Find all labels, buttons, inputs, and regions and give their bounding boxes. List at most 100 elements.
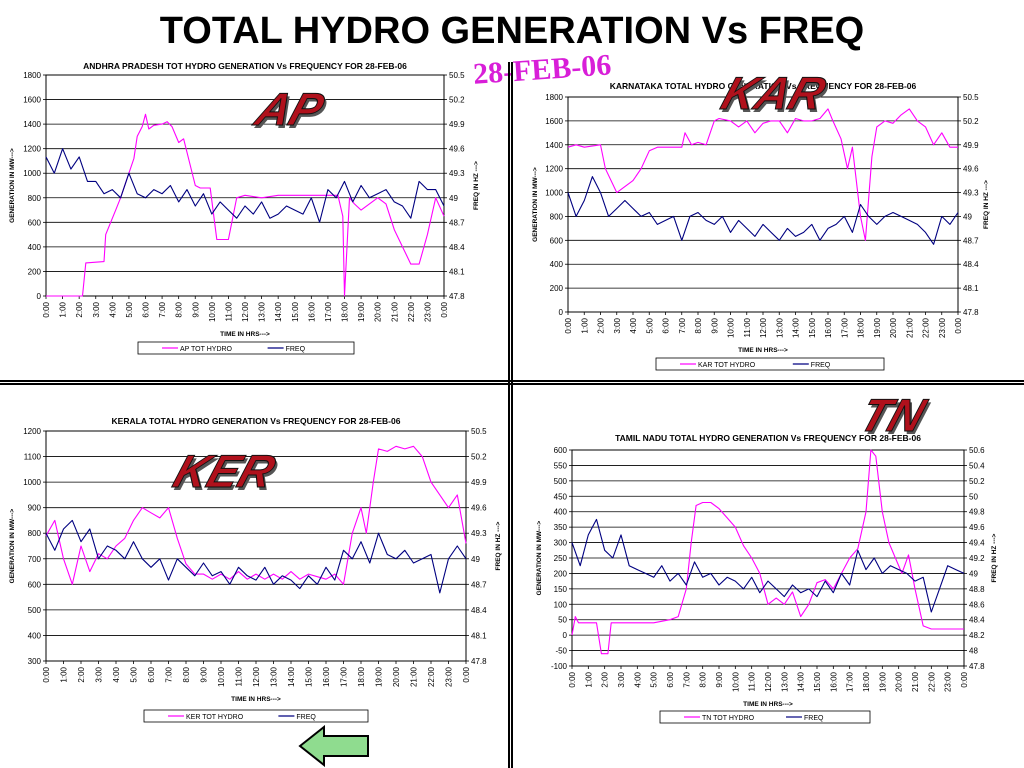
y-tick-label: 1000 <box>23 478 41 487</box>
y2-tick-label: 48.7 <box>963 236 979 245</box>
series-line-freq-kar <box>567 176 959 245</box>
legend-label-gen: AP TOT HYDRO <box>180 346 233 353</box>
y2-tick-label: 48.6 <box>969 600 985 609</box>
legend-ap: AP TOT HYDRO FREQ <box>137 341 355 355</box>
x-tick-label: 22:00 <box>407 301 416 322</box>
y2-tick-label: 50 <box>969 492 978 501</box>
x-tick-label: 21:00 <box>905 317 914 338</box>
y2-axis-title: FREQ IN HZ ---> <box>991 533 998 582</box>
chart-title-ker: KERALA TOTAL HYDRO GENERATION Vs FREQUEN… <box>112 416 401 426</box>
y-tick-label: 150 <box>554 585 568 594</box>
x-tick-label: 14:00 <box>287 666 296 687</box>
y2-tick-label: 50.2 <box>969 477 985 486</box>
x-tick-label: 19:00 <box>878 671 887 692</box>
y-tick-label: 500 <box>28 606 42 615</box>
x-tick-label: 10:00 <box>208 301 217 322</box>
chart-title-kar: KARNATAKA TOTAL HYDRO GENERATION Vs FREQ… <box>610 81 917 91</box>
y-tick-label: -100 <box>551 662 568 671</box>
series-line-gen-kar <box>567 108 958 241</box>
x-tick-label: 10:00 <box>731 671 740 692</box>
y2-tick-label: 47.8 <box>969 662 985 671</box>
x-tick-label: 19:00 <box>375 666 384 687</box>
y2-tick-label: 48.8 <box>969 585 985 594</box>
x-axis-title: TIME IN HRS---> <box>231 696 281 703</box>
x-tick-label: 11:00 <box>743 317 752 337</box>
series-line-gen-tn <box>571 449 964 655</box>
x-tick-label: 18:00 <box>357 666 366 687</box>
legend-label-gen: KAR TOT HYDRO <box>698 362 756 369</box>
legend-ker: KER TOT HYDRO FREQ <box>143 709 369 723</box>
x-tick-label: 21:00 <box>390 301 399 322</box>
y2-tick-label: 48.4 <box>449 243 465 252</box>
x-tick-label: 15:00 <box>808 317 817 338</box>
y2-tick-label: 48.4 <box>963 260 979 269</box>
y-tick-label: 1200 <box>23 145 41 154</box>
x-tick-label: 18:00 <box>862 671 871 692</box>
x-tick-label: 5:00 <box>645 317 654 333</box>
y-tick-label: 300 <box>28 657 42 666</box>
legend-label-freq: FREQ <box>296 714 316 721</box>
x-tick-label: 22:00 <box>927 671 936 692</box>
y2-tick-label: 50.2 <box>471 453 487 462</box>
chart-ker: KERALA TOTAL HYDRO GENERATION Vs FREQUEN… <box>9 416 502 723</box>
legend-kar: KAR TOT HYDRO FREQ <box>655 357 885 371</box>
y2-tick-label: 50.5 <box>449 71 465 80</box>
series-line-gen-ker <box>45 445 467 585</box>
chart-ap: ANDHRA PRADESH TOT HYDRO GENERATION Vs F… <box>9 61 480 355</box>
x-tick-label: 15:00 <box>305 666 314 687</box>
y2-tick-label: 48.2 <box>969 631 985 640</box>
y2-tick-label: 48 <box>969 647 978 656</box>
chart-title-tn: TAMIL NADU TOTAL HYDRO GENERATION Vs FRE… <box>615 433 921 443</box>
x-tick-label: 13:00 <box>780 671 789 692</box>
x-tick-label: 7:00 <box>165 666 174 682</box>
y-tick-label: 200 <box>550 284 564 293</box>
x-tick-label: 2:00 <box>77 666 86 682</box>
y-tick-label: 1800 <box>23 71 41 80</box>
x-tick-label: 2:00 <box>75 301 84 317</box>
y-tick-label: 700 <box>28 555 42 564</box>
x-tick-label: 5:00 <box>125 301 134 317</box>
y-tick-label: 400 <box>28 631 42 640</box>
y2-tick-label: 50.4 <box>969 461 985 470</box>
x-tick-label: 0:00 <box>462 666 471 682</box>
y2-tick-label: 49 <box>969 569 978 578</box>
x-tick-label: 5:00 <box>130 666 139 682</box>
legend-label-freq: FREQ <box>804 715 824 722</box>
y-tick-label: 1200 <box>545 165 563 174</box>
x-tick-label: 12:00 <box>759 317 768 338</box>
x-tick-label: 11:00 <box>748 671 757 691</box>
y-tick-label: 550 <box>554 461 568 470</box>
x-axis-title: TIME IN HRS---> <box>738 347 788 354</box>
y-tick-label: 250 <box>554 554 568 563</box>
y2-tick-label: 49.6 <box>963 165 979 174</box>
y-tick-label: 900 <box>28 504 42 513</box>
x-tick-label: 0:00 <box>960 671 969 687</box>
x-tick-label: 0:00 <box>440 301 449 317</box>
x-tick-label: 13:00 <box>775 317 784 338</box>
x-tick-label: 12:00 <box>764 671 773 692</box>
back-arrow-icon[interactable] <box>298 725 370 767</box>
y2-tick-label: 50.5 <box>471 427 487 436</box>
x-tick-label: 9:00 <box>715 671 724 687</box>
y-tick-label: 500 <box>554 477 568 486</box>
x-tick-label: 16:00 <box>322 666 331 687</box>
y2-tick-label: 49.3 <box>449 169 465 178</box>
x-tick-label: 6:00 <box>147 666 156 682</box>
legend-tn: TN TOT HYDRO FREQ <box>659 710 871 724</box>
x-tick-label: 6:00 <box>662 317 671 333</box>
plot-frame <box>45 74 445 297</box>
legend-label-gen: KER TOT HYDRO <box>186 714 244 721</box>
y-tick-label: 450 <box>554 492 568 501</box>
x-tick-label: 18:00 <box>341 301 350 322</box>
x-tick-label: 21:00 <box>911 671 920 692</box>
y-tick-label: 1100 <box>24 453 42 462</box>
horizontal-divider <box>0 380 1024 385</box>
x-tick-label: 9:00 <box>191 301 200 317</box>
y-axis-title: GENERATION IN MW---> <box>9 508 16 583</box>
legend-box <box>655 357 885 371</box>
x-tick-label: 15:00 <box>291 301 300 322</box>
x-tick-label: 10:00 <box>217 666 226 687</box>
y2-tick-label: 50.2 <box>963 117 979 126</box>
x-axis-title: TIME IN HRS---> <box>220 331 270 338</box>
x-tick-label: 6:00 <box>666 671 675 687</box>
